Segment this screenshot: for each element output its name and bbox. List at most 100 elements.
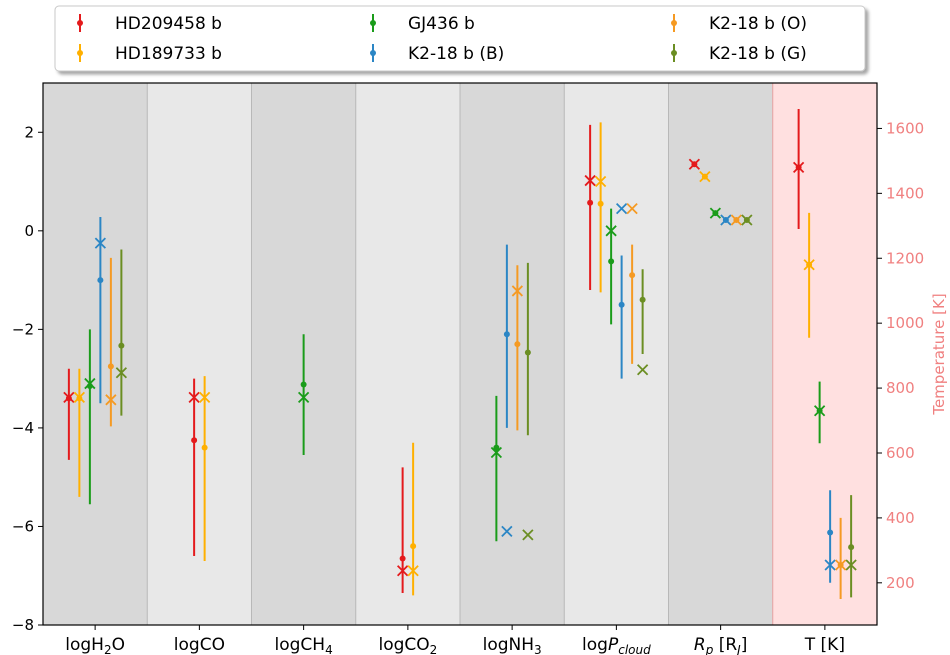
mean-marker <box>201 444 208 451</box>
category-bands <box>43 83 877 625</box>
x-tick-label: logNH3 <box>483 635 542 655</box>
data-point <box>730 214 743 226</box>
y2-tick-label: 400 <box>886 509 915 527</box>
y2-tick-label: 1400 <box>886 184 924 202</box>
data-point <box>626 203 638 364</box>
truth-marker <box>188 391 200 403</box>
legend-label: GJ436 b <box>408 14 475 34</box>
legend-marker <box>671 20 677 26</box>
truth-marker <box>73 391 86 403</box>
y2-tick-label: 1200 <box>886 249 924 267</box>
truth-marker <box>511 285 524 297</box>
mean-marker <box>118 342 125 349</box>
mean-marker <box>639 296 646 303</box>
truth-marker <box>834 559 847 571</box>
y2-tick-label: 1600 <box>886 119 924 137</box>
truth-marker <box>297 391 310 403</box>
legend-entry: HD209458 b <box>77 14 222 34</box>
category-band <box>355 83 460 625</box>
mean-marker <box>399 555 406 562</box>
truth-marker <box>490 446 503 459</box>
data-point <box>720 214 732 226</box>
truth-marker <box>803 259 815 271</box>
truth-marker <box>709 207 722 219</box>
mean-marker <box>587 199 594 206</box>
data-point <box>115 249 128 416</box>
truth-marker <box>115 367 128 379</box>
data-marks <box>63 108 857 600</box>
data-point <box>188 378 200 557</box>
data-point <box>73 368 86 497</box>
y2-tick-label: 1000 <box>886 314 924 332</box>
y2-axis-label: Temperature [K] <box>930 293 948 415</box>
data-point <box>501 244 513 538</box>
mean-marker <box>410 543 417 550</box>
data-point <box>396 467 409 593</box>
data-point <box>845 495 857 598</box>
data-point <box>94 217 107 404</box>
data-point <box>511 265 524 431</box>
mean-marker <box>514 341 521 348</box>
x-tick-label: logH2O <box>65 635 125 655</box>
mean-marker <box>848 544 855 551</box>
x-tick-label: Rp [RJ] <box>694 635 747 655</box>
category-band <box>43 83 148 625</box>
truth-marker <box>594 175 607 188</box>
mean-marker <box>97 277 104 284</box>
mean-marker <box>503 331 510 338</box>
truth-marker <box>824 559 836 571</box>
y2-tick-label: 200 <box>886 574 915 592</box>
y2-tick-label: 600 <box>886 444 915 462</box>
category-band <box>460 83 565 625</box>
mean-marker <box>827 529 834 536</box>
mean-marker <box>524 349 531 356</box>
data-point <box>407 442 419 596</box>
truth-marker <box>730 214 743 226</box>
truth-marker <box>626 203 638 215</box>
legend-entry: GJ436 b <box>370 14 475 34</box>
legend-box <box>54 5 866 72</box>
mean-marker <box>300 381 307 388</box>
mean-marker <box>629 272 636 279</box>
data-point <box>105 257 117 427</box>
legend-marker <box>77 20 83 26</box>
category-band <box>772 83 877 625</box>
truth-marker <box>63 391 75 403</box>
y-tick-label: −2 <box>12 320 34 338</box>
truth-marker <box>615 203 628 215</box>
truth-marker <box>105 394 117 406</box>
mean-marker <box>618 301 625 308</box>
truth-marker <box>407 565 419 577</box>
data-point <box>522 262 534 541</box>
truth-marker <box>501 525 513 538</box>
data-point <box>490 395 503 542</box>
data-point <box>605 208 617 325</box>
temperature-axis: 200 400 600 800 1000 1200 1400 1600 Temperature … <box>877 119 948 592</box>
legend: HD209458 b HD189733 b GJ436 b K2-18 b (B) K2… <box>54 5 866 72</box>
legend-entry: K2-18 b (O) <box>671 14 807 34</box>
mean-marker <box>493 444 500 451</box>
data-point <box>741 214 753 226</box>
data-point <box>813 381 826 444</box>
x-tick-label: logCH4 <box>275 635 333 655</box>
truth-marker <box>94 237 107 249</box>
legend-marker <box>671 50 677 56</box>
category-band <box>668 83 773 625</box>
truth-marker <box>845 559 857 571</box>
truth-marker <box>84 377 96 390</box>
truth-marker <box>792 161 805 174</box>
truth-marker <box>699 170 711 183</box>
legend-marker <box>370 20 376 26</box>
truth-marker <box>688 158 701 170</box>
y-axis: −8 −6 −4 −2 0 2 <box>12 123 43 634</box>
data-point <box>584 124 596 290</box>
data-point <box>709 207 722 219</box>
truth-marker <box>605 225 617 237</box>
legend-entry: K2-18 b (G) <box>671 44 807 64</box>
legend-label: K2-18 b (O) <box>709 14 807 34</box>
mean-marker <box>597 200 604 207</box>
legend-label: HD209458 b <box>115 14 222 34</box>
x-tick-label: logPcloud <box>582 635 651 655</box>
x-axis: logH2O logCO logCH4 logCO2 logNH3 logPcloud Rp… <box>65 625 845 655</box>
